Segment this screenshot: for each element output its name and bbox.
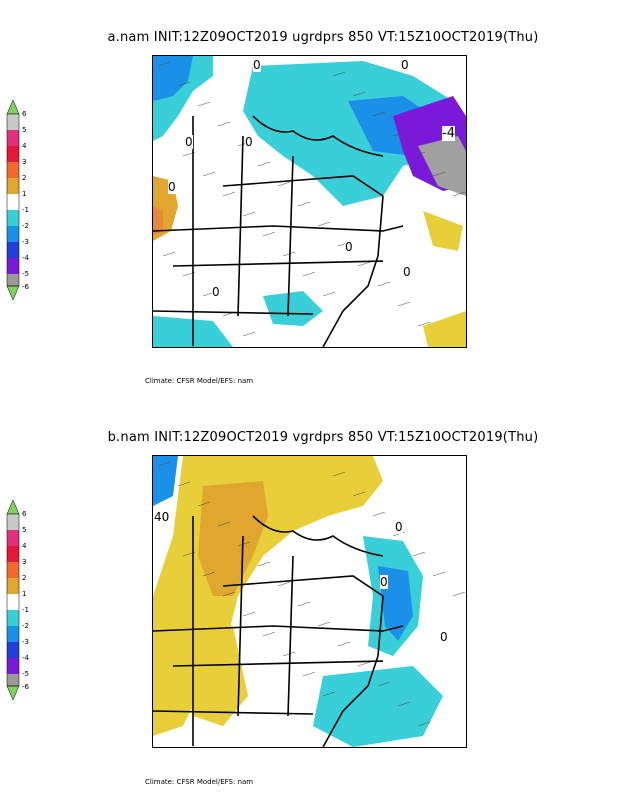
east-coast bbox=[322, 595, 384, 747]
panel-a-title: a.nam INIT:12Z09OCT2019 ugrdprs 850 VT:1… bbox=[107, 30, 539, 45]
contour-label: 0 bbox=[168, 180, 176, 194]
panel-b-credit: Climate: CFSR Model/EFS: nam bbox=[145, 778, 254, 786]
colorbar-label: 4 bbox=[22, 142, 27, 150]
contour-label: 0 bbox=[253, 58, 261, 72]
contour-label: 0 bbox=[380, 575, 388, 589]
shade-ocean-yellow bbox=[423, 211, 463, 251]
colorbar-label: -4 bbox=[22, 254, 29, 262]
panel-b-colorbar: 6 5 4 3 2 1 -1 -2 -3 -4 -5 -6 bbox=[6, 499, 36, 704]
shade-ne-gray bbox=[418, 136, 466, 196]
contour-label: 40 bbox=[154, 510, 170, 524]
contour-label: 0 bbox=[403, 265, 411, 279]
colorbar-label: 3 bbox=[22, 558, 27, 566]
colorbar-label: -3 bbox=[22, 638, 29, 646]
shade-south-cyan bbox=[263, 291, 323, 326]
great-lakes-shore bbox=[252, 515, 384, 557]
colorbar-label: 4 bbox=[22, 542, 27, 550]
panel-a-colorbar: 6 5 4 3 2 1 -1 -2 -3 -4 -5 -6 bbox=[6, 99, 36, 304]
colorbar-label: 5 bbox=[22, 526, 27, 534]
colorbar-label: -5 bbox=[22, 670, 29, 678]
shade-west-orange bbox=[153, 206, 163, 236]
state-borders bbox=[153, 115, 404, 347]
shade-nw-blue bbox=[153, 456, 178, 506]
shade-central-orange bbox=[198, 481, 268, 596]
state-borders bbox=[153, 515, 404, 747]
wind-barbs bbox=[157, 461, 466, 727]
contour-label: 0 bbox=[185, 135, 193, 149]
colorbar-label: 6 bbox=[22, 510, 27, 518]
contour-label: -4 bbox=[442, 126, 455, 141]
contour-label: 0 bbox=[401, 58, 409, 72]
colorbar-label: -2 bbox=[22, 222, 29, 230]
colorbar-label: -1 bbox=[22, 606, 29, 614]
colorbar-label: -3 bbox=[22, 238, 29, 246]
colorbar-label: 1 bbox=[22, 590, 27, 598]
colorbar-label: -6 bbox=[22, 283, 29, 291]
contour-label: 0 bbox=[345, 240, 353, 254]
east-coast bbox=[322, 195, 384, 347]
colorbar-label: -6 bbox=[22, 683, 29, 691]
panel-a-map bbox=[152, 55, 467, 348]
colorbar-label: -5 bbox=[22, 270, 29, 278]
contour-label: 0 bbox=[212, 285, 220, 299]
colorbar-label: 5 bbox=[22, 126, 27, 134]
colorbar-label: -2 bbox=[22, 622, 29, 630]
contour-label: 0 bbox=[395, 520, 403, 534]
panel-a-credit: Climate: CFSR Model/EFS: nam bbox=[145, 377, 254, 385]
great-lakes-shore bbox=[252, 115, 384, 157]
colorbar-label: -1 bbox=[22, 206, 29, 214]
shade-se-yellow bbox=[423, 311, 466, 347]
colorbar-label: 6 bbox=[22, 110, 27, 118]
shade-north-cyan bbox=[243, 61, 463, 206]
shade-se-cyan bbox=[313, 666, 443, 747]
colorbar-label: -4 bbox=[22, 654, 29, 662]
shade-nw-blue bbox=[153, 56, 193, 101]
contour-label: 0 bbox=[245, 135, 253, 149]
colorbar-label: 2 bbox=[22, 574, 27, 582]
colorbar-label: 3 bbox=[22, 158, 27, 166]
colorbar-label: 1 bbox=[22, 190, 27, 198]
wind-barbs bbox=[157, 61, 466, 337]
shade-texas-yellow bbox=[183, 616, 248, 726]
contour-label: 0 bbox=[440, 630, 448, 644]
panel-b-title: b.nam INIT:12Z09OCT2019 vgrdprs 850 VT:1… bbox=[107, 430, 539, 445]
colorbar-label: 2 bbox=[22, 174, 27, 182]
panel-b-map bbox=[152, 455, 467, 748]
